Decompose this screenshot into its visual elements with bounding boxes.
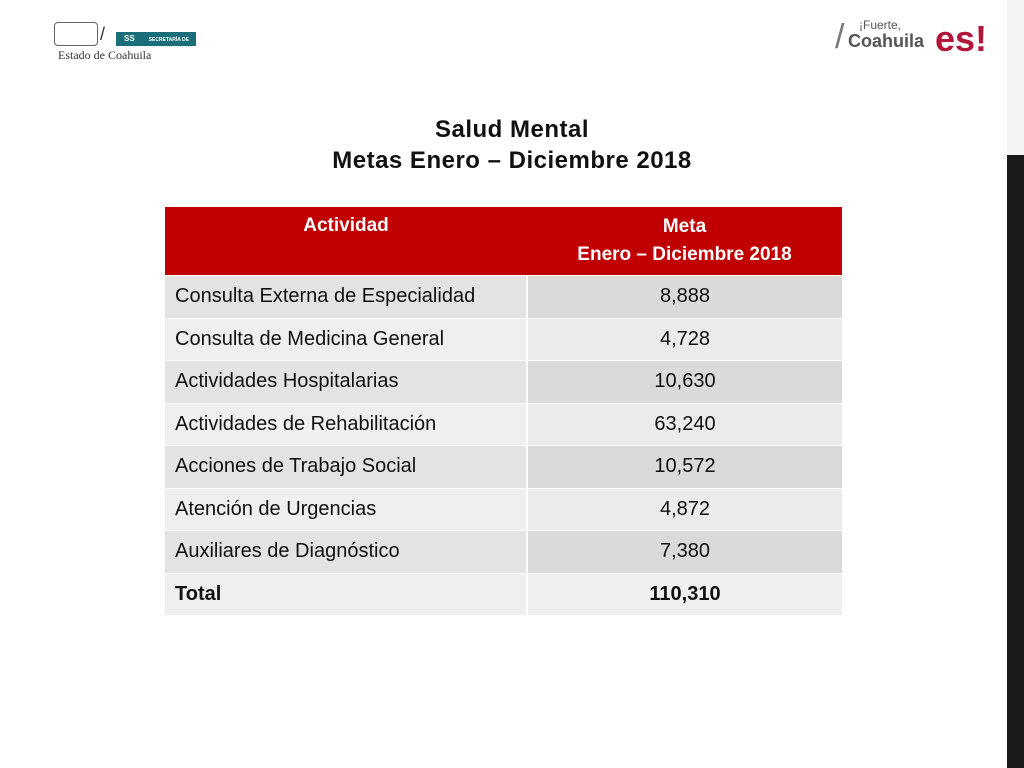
table-row: Acciones de Trabajo Social 10,572 xyxy=(165,445,842,488)
logo-main: Coahuila xyxy=(848,31,925,51)
table-cell: 4,728 xyxy=(526,317,842,361)
right-logo: / ¡Fuerte, Coahuila es! xyxy=(835,18,995,63)
table: Actividad Meta Enero – Diciembre 2018 Con… xyxy=(165,207,842,615)
logo-top: ¡Fuerte, xyxy=(859,18,902,32)
table-cell: 10,630 xyxy=(526,360,842,403)
table-row: Auxiliares de Diagnóstico 7,380 xyxy=(165,530,842,573)
badge-text: SECRETARÍA DE SALUD xyxy=(116,37,189,58)
table-cell: 4,872 xyxy=(526,487,842,531)
header-row: Actividad Meta Enero – Diciembre 2018 xyxy=(165,207,842,276)
slash: / xyxy=(100,24,106,44)
left-logo: / SS SECRETARÍA DE SALUD Estado de Coahui… xyxy=(54,22,199,62)
slash: / xyxy=(835,18,845,56)
title-line: Metas Enero – Diciembre 2018 xyxy=(332,147,692,174)
total-cell: 110,310 xyxy=(526,572,842,615)
logo-end: es! xyxy=(935,18,988,59)
title-line: Salud Mental xyxy=(434,116,590,143)
total-cell: Total xyxy=(165,572,527,615)
badge: SS xyxy=(124,34,135,43)
table-cell: Atención de Urgencias xyxy=(165,487,527,531)
table-cell: 10,572 xyxy=(526,445,842,488)
table-row: Consulta Externa de Especialidad 8,888 xyxy=(165,275,842,318)
title: Salud Mental Metas Enero – Diciembre 201… xyxy=(0,114,1024,176)
table-row: Atención de Urgencias 4,872 xyxy=(165,487,842,531)
table-cell: 8,888 xyxy=(526,275,842,318)
table-cell: 7,380 xyxy=(526,530,842,573)
header-cell: Meta Enero – Diciembre 2018 xyxy=(527,207,842,276)
table-cell: Auxiliares de Diagnóstico xyxy=(165,530,527,573)
side-bar-top xyxy=(1007,0,1024,155)
header-text: Enero – Diciembre 2018 xyxy=(577,244,792,265)
table-row: Actividades de Rehabilitación 63,240 xyxy=(165,402,842,446)
header-text: Meta xyxy=(662,216,707,237)
total-row: Total 110,310 xyxy=(165,572,842,615)
logo-caption: Estado de Coahuila xyxy=(58,48,152,62)
table-row: Consulta de Medicina General 4,728 xyxy=(165,317,842,361)
table-cell: 63,240 xyxy=(526,402,842,446)
table-body: Consulta Externa de Especialidad 8,888 Con… xyxy=(165,275,842,615)
table-cell: Actividades Hospitalarias xyxy=(165,360,527,403)
header-cell: Actividad xyxy=(165,207,527,276)
table-row: Actividades Hospitalarias 10,630 xyxy=(165,360,842,403)
table-cell: Acciones de Trabajo Social xyxy=(165,445,527,488)
table-cell: Actividades de Rehabilitación xyxy=(165,402,527,446)
coat-of-arms xyxy=(54,22,98,46)
side-bar xyxy=(1007,155,1024,768)
ss-badge: SS SECRETARÍA DE SALUD xyxy=(116,32,196,58)
table-cell: Consulta de Medicina General xyxy=(165,317,527,361)
table-cell: Consulta Externa de Especialidad xyxy=(165,275,527,318)
